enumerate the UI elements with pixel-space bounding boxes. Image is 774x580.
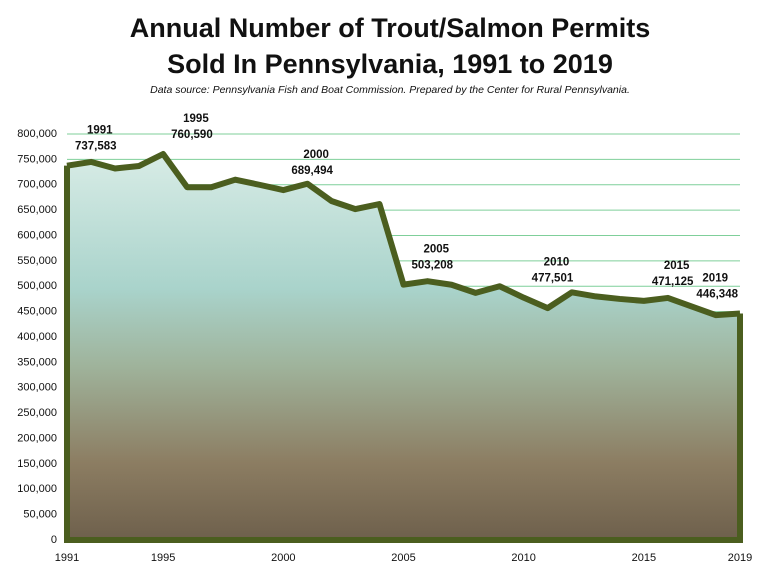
x-tick-label: 2000 [271, 552, 295, 564]
y-tick-label: 700,000 [17, 179, 57, 191]
y-tick-label: 0 [51, 534, 57, 546]
x-tick-label: 2015 [632, 552, 656, 564]
data-label: 471,125 [652, 276, 694, 288]
data-label: 760,590 [171, 129, 213, 141]
data-label: 446,348 [696, 289, 738, 301]
y-tick-label: 100,000 [17, 483, 57, 495]
y-tick-label: 400,000 [17, 331, 57, 343]
y-tick-label: 450,000 [17, 306, 57, 318]
y-tick-label: 500,000 [17, 280, 57, 292]
x-tick-label: 1995 [151, 552, 175, 564]
y-tick-label: 800,000 [17, 128, 57, 140]
y-tick-label: 550,000 [17, 255, 57, 267]
x-tick-label: 2005 [391, 552, 415, 564]
chart-title: Sold In Pennsylvania, 1991 to 2019 [167, 49, 613, 79]
y-tick-label: 350,000 [17, 356, 57, 368]
x-tick-label: 2010 [511, 552, 535, 564]
y-tick-label: 200,000 [17, 432, 57, 444]
annotation-year: 2000 [303, 149, 329, 161]
data-label: 503,208 [412, 260, 454, 272]
x-tick-label: 1991 [55, 552, 79, 564]
annotation-year: 1995 [183, 113, 209, 125]
y-tick-label: 750,000 [17, 153, 57, 165]
data-label: 689,494 [291, 165, 333, 177]
y-tick-label: 650,000 [17, 204, 57, 216]
y-tick-label: 50,000 [23, 509, 57, 521]
annotation-year: 2019 [702, 273, 728, 285]
annotation-year: 2010 [544, 257, 570, 269]
data-label: 737,583 [75, 141, 117, 153]
y-tick-label: 150,000 [17, 458, 57, 470]
line [66, 151, 741, 319]
chart-title: Annual Number of Trout/Salmon Permits [130, 13, 651, 43]
y-tick-label: 300,000 [17, 382, 57, 394]
chart-subtitle: Data source: Pennsylvania Fish and Boat … [150, 84, 630, 96]
annotation-year: 2015 [664, 260, 690, 272]
y-tick-label: 600,000 [17, 229, 57, 241]
annotation-year: 2005 [424, 244, 450, 256]
data-label: 477,501 [532, 273, 574, 285]
annotation-year: 1991 [87, 125, 113, 137]
frame [64, 165, 743, 543]
x-tick-label: 2019 [728, 552, 752, 564]
area [67, 154, 740, 540]
y-tick-label: 250,000 [17, 407, 57, 419]
